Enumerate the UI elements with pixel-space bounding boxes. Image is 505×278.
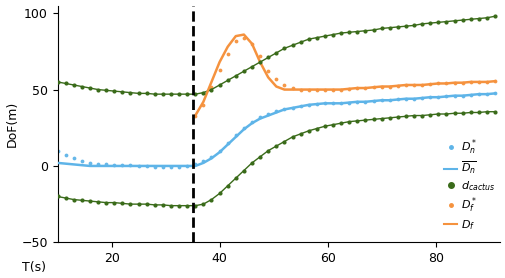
Legend: $D_n^*$, $\overline{D_n}$, $d_{cactus}$, $D_f^*$, $D_f$: $D_n^*$, $\overline{D_n}$, $d_{cactus}$,… (443, 138, 494, 232)
Text: T(s): T(s) (22, 261, 46, 274)
Y-axis label: DoF(m): DoF(m) (6, 101, 19, 147)
